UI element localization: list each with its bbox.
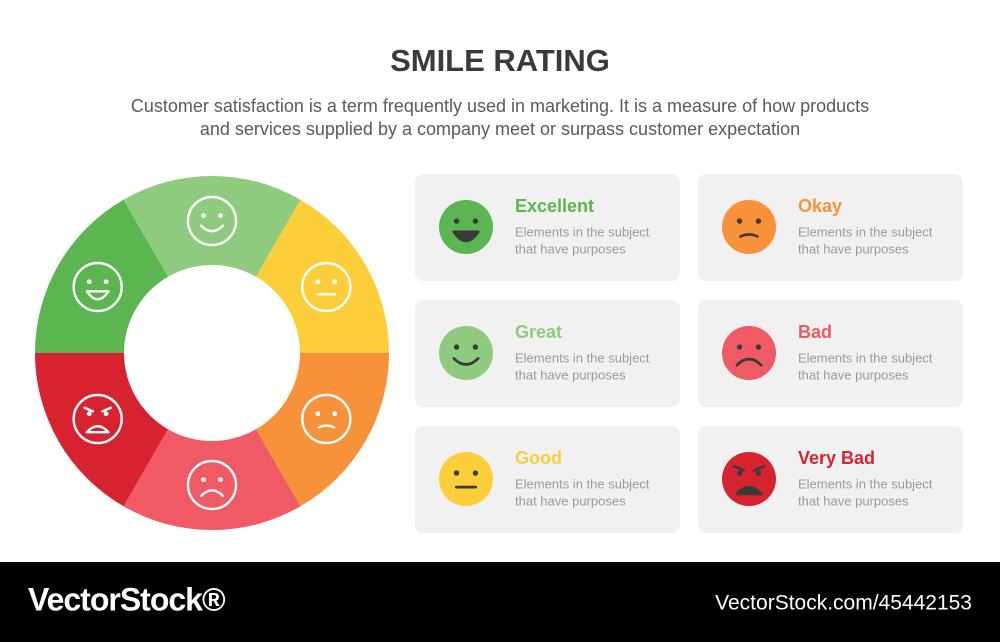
- card-description: that have purposes: [515, 367, 626, 382]
- card-icon: [439, 452, 493, 506]
- card-icon: [722, 326, 776, 380]
- eye: [736, 218, 743, 224]
- eye: [472, 218, 479, 224]
- subtitle-line: and services supplied by a company meet …: [200, 119, 800, 139]
- eye: [332, 279, 338, 285]
- face-icon: [186, 459, 238, 511]
- mouth: [739, 233, 759, 238]
- brow: [732, 464, 766, 472]
- eye: [453, 218, 460, 224]
- card: [415, 174, 680, 281]
- mouth: [85, 290, 110, 301]
- face-icon: [452, 344, 480, 366]
- card-title: Okay: [798, 196, 842, 216]
- face-icon: [301, 261, 352, 313]
- card-description: that have purposes: [798, 241, 909, 256]
- card-title: Great: [515, 322, 562, 342]
- card: [698, 426, 963, 533]
- mouth: [452, 357, 480, 366]
- eye: [201, 477, 207, 483]
- card-title: Good: [515, 448, 562, 468]
- face-outline: [301, 393, 352, 445]
- face-outline: [72, 261, 123, 313]
- card: [698, 300, 963, 407]
- eye: [103, 411, 109, 417]
- face-icon: [452, 218, 480, 243]
- card-description: that have purposes: [798, 367, 909, 382]
- face-icon: [732, 464, 766, 496]
- eye: [736, 470, 743, 476]
- face-outline: [72, 393, 123, 445]
- footer-brand: VectorStock®: [28, 581, 226, 617]
- eye: [755, 470, 762, 476]
- brow: [83, 406, 113, 413]
- ring-segment: [35, 199, 168, 353]
- ring-segment: [256, 353, 389, 507]
- card-icon: [439, 326, 493, 380]
- face-icon: [736, 218, 762, 238]
- card-description: that have purposes: [515, 493, 626, 508]
- footer-bar: [0, 562, 1000, 642]
- face-icon: [735, 344, 763, 367]
- eye: [218, 477, 223, 483]
- card: [415, 426, 680, 533]
- card-description: Elements in the subject: [515, 476, 650, 491]
- card-description: that have purposes: [798, 493, 909, 508]
- face-icon: [72, 261, 123, 313]
- face-icon: [72, 393, 123, 445]
- mouth: [200, 224, 224, 233]
- title: SMILE RATING: [390, 43, 610, 78]
- card-title: Very Bad: [798, 448, 875, 468]
- eye: [755, 218, 762, 224]
- face-outline: [186, 459, 238, 511]
- eye: [332, 411, 338, 417]
- card-description: that have purposes: [515, 241, 626, 256]
- face-outline: [301, 261, 352, 313]
- mouth: [317, 424, 336, 429]
- card-description: Elements in the subject: [515, 350, 650, 365]
- face-icon: [453, 470, 479, 489]
- face-icon: [301, 393, 352, 445]
- eye: [315, 279, 321, 285]
- card-description: Elements in the subject: [798, 224, 933, 239]
- card-description: Elements in the subject: [798, 476, 933, 491]
- eye: [453, 470, 460, 476]
- footer-id: VectorStock.com/45442153: [715, 592, 972, 615]
- eye: [218, 213, 223, 219]
- eye: [472, 344, 479, 350]
- eye: [315, 411, 321, 417]
- ring-segment: [256, 199, 389, 353]
- card-icon: [722, 200, 776, 254]
- card-description: Elements in the subject: [798, 350, 933, 365]
- eye: [86, 411, 92, 417]
- cards: Excellent Elements in the subject that hav…: [415, 174, 963, 533]
- card-title: Excellent: [515, 196, 594, 216]
- card: [698, 174, 963, 281]
- card-description: Elements in the subject: [515, 224, 650, 239]
- ring-segment: [123, 175, 301, 277]
- mouth: [452, 230, 480, 243]
- mouth: [735, 485, 763, 496]
- ring-segment: [123, 429, 301, 530]
- eye: [201, 213, 207, 219]
- ring-segment: [34, 353, 168, 507]
- card-title: Bad: [798, 322, 832, 342]
- face-icon: [186, 195, 238, 247]
- mouth: [735, 357, 763, 367]
- card: [415, 300, 680, 407]
- eye: [472, 470, 479, 476]
- eye: [103, 279, 109, 285]
- face-outline: [186, 195, 238, 247]
- ring: [34, 175, 389, 530]
- card-icon: [722, 452, 776, 506]
- eye: [86, 279, 92, 285]
- subtitle-line: Customer satisfaction is a term frequent…: [131, 96, 869, 116]
- eye: [453, 344, 460, 350]
- card-icon: [439, 200, 493, 254]
- mouth: [85, 425, 110, 434]
- eye: [755, 344, 762, 350]
- mouth: [200, 489, 224, 497]
- eye: [736, 344, 743, 350]
